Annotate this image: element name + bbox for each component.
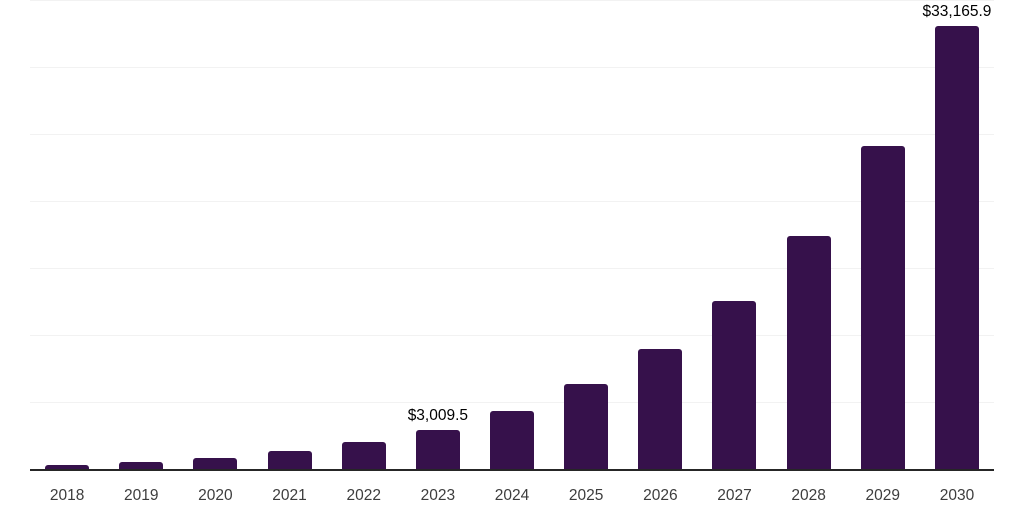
gridline: [30, 402, 994, 403]
band-2020: 2020: [178, 1, 252, 504]
bar-2025: [564, 383, 609, 470]
gridline: [30, 67, 994, 68]
bar-2028: [786, 236, 831, 470]
x-tick-label-2027: 2027: [717, 487, 752, 504]
band-2028: 2028: [772, 1, 846, 504]
bar-2026: [638, 349, 683, 470]
band-2024: 2024: [475, 1, 549, 504]
x-tick-label-2028: 2028: [791, 487, 826, 504]
bar-2022: [341, 442, 386, 470]
bar-value-label-2023: $3,009.5: [407, 406, 469, 424]
x-tick-label-2029: 2029: [865, 487, 901, 504]
band-2021: 2021: [252, 1, 326, 504]
bar-2019: [119, 461, 164, 470]
bar-value-label-2030: $33,165.9: [922, 2, 992, 20]
bar-2024: [490, 411, 535, 470]
bar-2023: [415, 429, 460, 470]
bar-2027: [712, 301, 757, 470]
bar-2029: [860, 146, 905, 470]
bar-2018: [45, 465, 90, 470]
bar-2020: [193, 457, 238, 470]
gridline: [30, 335, 994, 336]
x-tick-label-2020: 2020: [198, 487, 233, 504]
x-tick-label-2019: 2019: [123, 487, 159, 504]
x-tick-label-2030: 2030: [939, 487, 975, 504]
band-2023: $3,009.5 2023: [401, 1, 475, 504]
gridline: [30, 268, 994, 269]
x-tick-label-2024: 2024: [494, 487, 530, 504]
x-tick-label-2022: 2022: [346, 487, 381, 504]
band-2029: 2029: [846, 1, 920, 504]
gridline: [30, 134, 994, 135]
x-tick-label-2026: 2026: [643, 487, 678, 504]
band-2018: 2018: [30, 1, 104, 504]
band-2026: 2026: [623, 1, 697, 504]
gridline: [30, 201, 994, 202]
x-tick-label-2018: 2018: [49, 487, 85, 504]
x-tick-label-2023: 2023: [420, 487, 456, 504]
bar-2021: [267, 450, 312, 470]
band-2019: 2019: [104, 1, 178, 504]
x-axis-line: [30, 469, 994, 471]
bar-2030: [934, 25, 979, 470]
plot-area: 2018 2019 2020 2021 2022 $3,009.5 2023 2024 2025…: [30, 0, 994, 504]
band-2022: 2022: [327, 1, 401, 504]
band-2025: 2025: [549, 1, 623, 504]
band-2030: $33,165.9 2030: [920, 1, 994, 504]
band-2027: 2027: [697, 1, 771, 504]
x-tick-label-2021: 2021: [272, 487, 307, 504]
x-tick-label-2025: 2025: [568, 487, 604, 504]
bars-container: 2018 2019 2020 2021 2022 $3,009.5 2023 2024 2025…: [30, 1, 994, 504]
gridline: [30, 0, 994, 1]
